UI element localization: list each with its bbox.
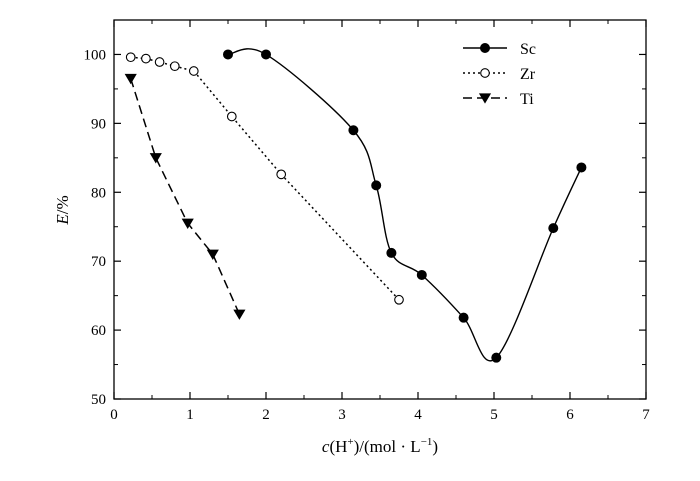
legend-label: Zr [520, 66, 536, 83]
x-tick-label: 7 [642, 407, 650, 423]
data-point-sc [223, 49, 233, 60]
data-point-zr [276, 169, 287, 180]
y-tick-label: 90 [91, 116, 106, 132]
legend: Sc Zr Ti [463, 41, 536, 108]
series-ti [124, 73, 246, 320]
x-tick-label: 5 [490, 407, 498, 423]
x-tick-label: 6 [566, 407, 574, 423]
series-line-ti [130, 78, 241, 315]
series-line-sc [227, 48, 583, 362]
x-tick-label: 1 [186, 407, 194, 423]
legend-item-sc: Sc [463, 41, 536, 58]
data-point-zr [169, 61, 180, 72]
x-tick-label: 4 [414, 407, 422, 423]
legend-item-zr: Zr [463, 66, 536, 83]
data-point-zr [154, 57, 165, 67]
data-point-ti [206, 249, 219, 260]
legend-label: Ti [520, 91, 534, 108]
y-tick-label: 80 [91, 185, 106, 201]
data-point-sc [386, 247, 397, 258]
y-axis-label: E/% [53, 195, 72, 225]
data-point-ti [181, 218, 194, 229]
x-axis-label: c(H+)/(mol · L−1) [322, 436, 438, 456]
data-point-sc [458, 312, 469, 323]
y-tick-label: 100 [84, 47, 107, 63]
data-point-sc [576, 162, 587, 173]
series-layer [124, 48, 587, 363]
plot-frame [113, 19, 647, 400]
x-tick-label: 0 [110, 407, 118, 423]
data-point-sc [371, 180, 382, 191]
legend-marker [480, 68, 490, 78]
data-point-sc [348, 125, 359, 136]
data-point-zr [125, 52, 136, 63]
data-point-ti [124, 73, 137, 85]
x-tick-label: 3 [338, 407, 346, 423]
y-tick-label: 60 [91, 323, 106, 339]
data-point-sc [416, 269, 427, 280]
legend-marker [478, 93, 492, 104]
legend-marker [480, 43, 490, 53]
data-point-zr [226, 111, 237, 122]
series-line-zr [130, 56, 400, 301]
data-point-ti [149, 153, 162, 164]
data-point-zr [141, 53, 151, 64]
series-zr [125, 52, 404, 305]
data-point-sc [261, 49, 271, 60]
legend-label: Sc [520, 41, 536, 58]
data-point-zr [394, 294, 404, 305]
x-tick-label: 2 [262, 407, 270, 423]
legend-item-ti: Ti [463, 91, 534, 108]
data-point-sc [548, 223, 559, 234]
data-point-ti [233, 309, 246, 320]
y-tick-label: 50 [91, 392, 106, 408]
series-sc [223, 48, 587, 363]
y-tick-label: 70 [91, 254, 106, 270]
ticks: 0 1 2 3 4 5 6 7 50 60 70 80 90 100 [84, 19, 650, 423]
data-point-zr [188, 66, 199, 76]
data-point-sc [491, 352, 502, 363]
